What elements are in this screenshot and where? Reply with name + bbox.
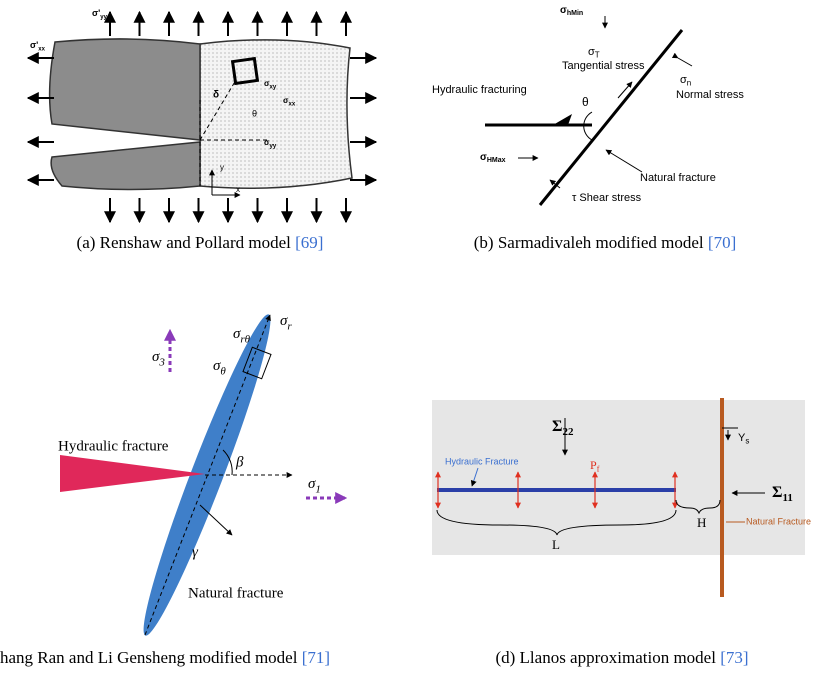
label-subscript: f: [597, 464, 600, 473]
label-subscript: 11: [782, 491, 792, 503]
label-subscript: yy: [269, 143, 276, 149]
label-subscript: 22: [562, 425, 574, 437]
caption: (b) Sarmadivaleh modified model [70]: [474, 233, 737, 252]
label: σ'xx: [30, 40, 46, 52]
label: σ'yy: [92, 8, 108, 20]
label: Natural fracture: [640, 172, 716, 184]
label: σ3: [152, 349, 165, 368]
label: γ: [192, 544, 199, 560]
label: σhMin: [560, 5, 583, 17]
label: y: [220, 163, 224, 172]
label-subscript: xx: [288, 101, 295, 107]
label: Natural fracture: [188, 585, 284, 601]
label: σ1: [308, 476, 321, 495]
label: θ: [582, 95, 589, 109]
label-subscript: r: [287, 320, 292, 332]
label: β: [235, 454, 244, 470]
label: Hydraulic fracturing: [432, 84, 527, 96]
label: Natural Fracture: [746, 516, 811, 526]
label: σT: [588, 46, 600, 60]
label: Normal stress: [676, 89, 744, 101]
label: σr: [280, 313, 292, 332]
caption: (d) Llanos approximation model [73]: [495, 648, 748, 667]
label: x: [236, 185, 240, 194]
label-subscript: xx: [38, 46, 45, 52]
label: σn: [680, 74, 691, 88]
label-subscript: rθ: [240, 333, 250, 345]
caption-text: (b) Sarmadivaleh modified model: [474, 233, 704, 252]
label-base: σ': [30, 40, 38, 50]
label-subscript: 1: [315, 483, 321, 495]
label: Hydraulic fracture: [58, 438, 169, 454]
label: L: [552, 537, 560, 552]
label-base: σ': [92, 8, 100, 18]
label-base: Σ: [772, 484, 782, 501]
label-subscript: θ: [220, 365, 226, 377]
label-subscript: HMax: [487, 157, 506, 164]
panel-d-drawing: [432, 398, 805, 597]
caption-text: hang Ran and Li Gensheng modified model: [0, 648, 298, 667]
label: H: [697, 515, 706, 530]
label: τ Shear stress: [572, 192, 642, 204]
label: σθ: [213, 358, 226, 377]
label-subscript: n: [687, 78, 691, 87]
caption-text: (a) Renshaw and Pollard model: [77, 233, 292, 252]
label: θ: [252, 108, 257, 118]
caption-ref: [71]: [302, 648, 330, 667]
caption: (a) Renshaw and Pollard model [69]: [77, 233, 324, 252]
caption-ref: [73]: [720, 648, 748, 667]
label-subscript: 3: [158, 356, 165, 368]
label: σHMax: [480, 152, 506, 164]
label-subscript: yy: [100, 14, 107, 20]
label-subscript: s: [745, 436, 749, 445]
caption-ref: [69]: [295, 233, 323, 252]
label-subscript: xy: [269, 84, 276, 90]
figure: σ'yyσ'xxσxyσxxσyyδθxy(a) Renshaw and Pol…: [0, 0, 821, 680]
label-base: Σ: [552, 418, 562, 435]
label-subscript: T: [595, 50, 600, 59]
caption: hang Ran and Li Gensheng modified model …: [0, 648, 330, 667]
caption-ref: [70]: [708, 233, 736, 252]
label: Tangential stress: [562, 60, 645, 72]
label: Hydraulic Fracture: [445, 456, 519, 466]
label: σrθ: [233, 326, 251, 345]
label: δ: [213, 90, 219, 101]
panel-a-drawing: [50, 39, 352, 195]
caption-text: (d) Llanos approximation model: [495, 648, 716, 667]
label-subscript: hMin: [567, 10, 583, 17]
